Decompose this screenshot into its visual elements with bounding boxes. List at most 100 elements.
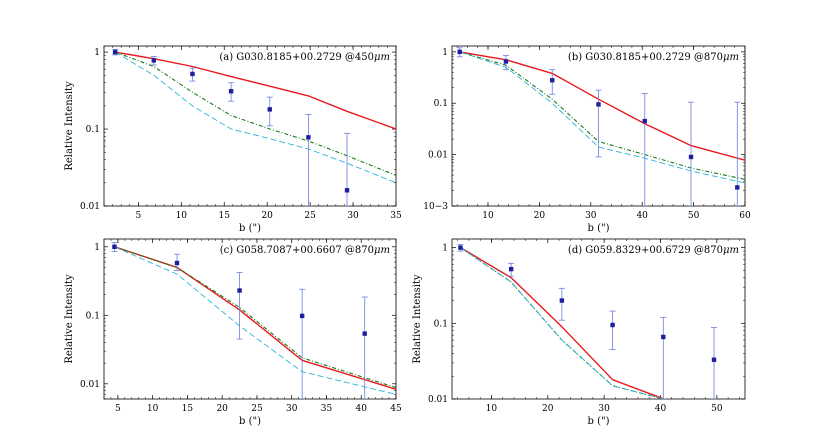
data-point xyxy=(112,49,118,55)
panel-c: 5 10 15 20 25 30 35 40 45 1 0.1 0.01 b (") Relative I… xyxy=(64,238,402,427)
panel-b: 10 20 30 40 50 60 1 0.1 0.01 10−3 b (") (b) G030.81… xyxy=(423,45,751,234)
data-point xyxy=(190,71,195,77)
y-axis-label: Relative Intensity xyxy=(64,274,75,364)
x-tick-label: 10 xyxy=(482,211,494,221)
model-curves xyxy=(459,51,745,184)
y-axis-label: Relative Intensity xyxy=(412,274,423,364)
data-point xyxy=(344,188,350,193)
y-tick-label: 0.01 xyxy=(80,202,100,212)
axes-frame xyxy=(451,238,746,400)
panel-title: (a) G030.8185+00.2729 @450μm xyxy=(219,52,390,63)
y-tick-label: 0.1 xyxy=(434,319,448,329)
y-tick-label: 10−3 xyxy=(423,202,448,212)
x-axis-label: b (") xyxy=(588,416,610,427)
data-point xyxy=(688,154,694,160)
observed-points xyxy=(457,244,718,399)
data-point xyxy=(550,78,555,83)
panel-title-text: (b) G030.8185+00.2729 @870 xyxy=(568,52,723,63)
series-line-model-cyan xyxy=(459,51,745,184)
data-point xyxy=(457,49,462,55)
x-tick-label: 30 xyxy=(347,211,359,221)
y-tick-label: 0.01 xyxy=(428,395,448,405)
data-point xyxy=(228,89,234,94)
y-tick-label: 0.1 xyxy=(434,99,448,109)
panel-a: 5 10 15 20 25 30 35 1 0.1 0.01 b (") Relative Inten… xyxy=(64,45,402,234)
panel-title-text: (c) G058.7087+00.6607 @870 xyxy=(220,245,374,256)
series-line-model-red xyxy=(115,51,396,130)
x-tick-label: 20 xyxy=(534,211,546,221)
data-point xyxy=(596,102,601,107)
series-line-model-green xyxy=(459,51,745,180)
panel-title: (c) G058.7087+00.6607 @870μm xyxy=(220,245,390,256)
data-point xyxy=(735,185,740,190)
series-line-model-cyan xyxy=(460,247,664,399)
x-tick-label: 35 xyxy=(321,404,333,414)
y-tick-label: 0.01 xyxy=(428,151,448,161)
y-tick-label: 1 xyxy=(442,48,448,58)
data-point xyxy=(610,322,615,328)
data-point xyxy=(559,298,565,303)
panel-title-text: (d) G059.8329+00.6729 @870 xyxy=(568,245,723,256)
x-axis-label: b (") xyxy=(239,223,261,234)
y-tick-label: 0.1 xyxy=(86,125,100,135)
data-point xyxy=(267,107,272,112)
data-point xyxy=(112,244,117,250)
x-tick-label: 50 xyxy=(688,211,700,221)
panel-title-unit: μm xyxy=(374,52,390,63)
panel-d: 10 20 30 40 50 1 0.1 0.01 b (") Relative Intensit… xyxy=(412,238,746,427)
data-point xyxy=(299,313,305,319)
model-curves xyxy=(114,246,396,395)
x-tick-label: 20 xyxy=(216,404,228,414)
data-point xyxy=(362,331,367,336)
data-point xyxy=(508,266,514,272)
x-tick-label: 60 xyxy=(739,211,751,221)
series-line-model-green xyxy=(115,51,396,176)
x-tick-label: 10 xyxy=(147,404,159,414)
series-line-model-green xyxy=(460,247,664,399)
panel-title-unit: μm xyxy=(723,245,739,256)
panel-title: (d) G059.8329+00.6729 @870μm xyxy=(568,245,739,256)
y-tick-label: 1 xyxy=(442,244,448,254)
x-tick-label: 30 xyxy=(286,404,298,414)
y-tick-label: 0.1 xyxy=(86,311,100,321)
data-point xyxy=(306,135,311,140)
x-tick-label: 20 xyxy=(261,211,273,221)
series-line-model-red xyxy=(114,246,396,390)
x-tick-label: 40 xyxy=(636,211,648,221)
x-tick-label: 20 xyxy=(542,404,554,414)
data-point xyxy=(503,59,509,64)
x-axis-label: b (") xyxy=(588,223,610,234)
x-tick-label: 5 xyxy=(115,404,121,414)
x-tick-label: 50 xyxy=(711,404,723,414)
x-tick-label: 30 xyxy=(585,211,597,221)
axes-frame xyxy=(451,45,746,207)
panel-title-unit: μm xyxy=(374,245,390,256)
series-line-model-red xyxy=(460,246,664,399)
series-line-model-red xyxy=(459,51,745,161)
x-tick-label: 35 xyxy=(390,211,402,221)
data-point xyxy=(642,118,647,124)
y-axis-label: Relative Intensity xyxy=(64,81,75,171)
x-tick-label: 40 xyxy=(356,404,368,414)
x-axis-label: b (") xyxy=(239,416,261,427)
x-tick-label: 40 xyxy=(655,404,667,414)
x-tick-label: 25 xyxy=(251,404,263,414)
series-line-model-green xyxy=(114,246,396,389)
data-point xyxy=(174,260,180,266)
data-point xyxy=(711,357,717,362)
observed-points xyxy=(111,242,368,399)
x-tick-label: 10 xyxy=(486,404,498,414)
data-point xyxy=(661,334,666,340)
x-tick-label: 30 xyxy=(598,404,610,414)
x-tick-label: 15 xyxy=(182,404,194,414)
x-tick-label: 25 xyxy=(304,211,316,221)
model-curves xyxy=(114,51,396,184)
y-tick-label: 0.01 xyxy=(80,380,100,390)
data-point xyxy=(458,245,463,250)
panel-title-text: (a) G030.8185+00.2729 @450 xyxy=(219,52,374,63)
panel-title: (b) G030.8185+00.2729 @870μm xyxy=(568,52,739,63)
x-tick-label: 45 xyxy=(390,404,402,414)
observed-points xyxy=(112,49,351,206)
x-tick-label: 5 xyxy=(135,211,141,221)
